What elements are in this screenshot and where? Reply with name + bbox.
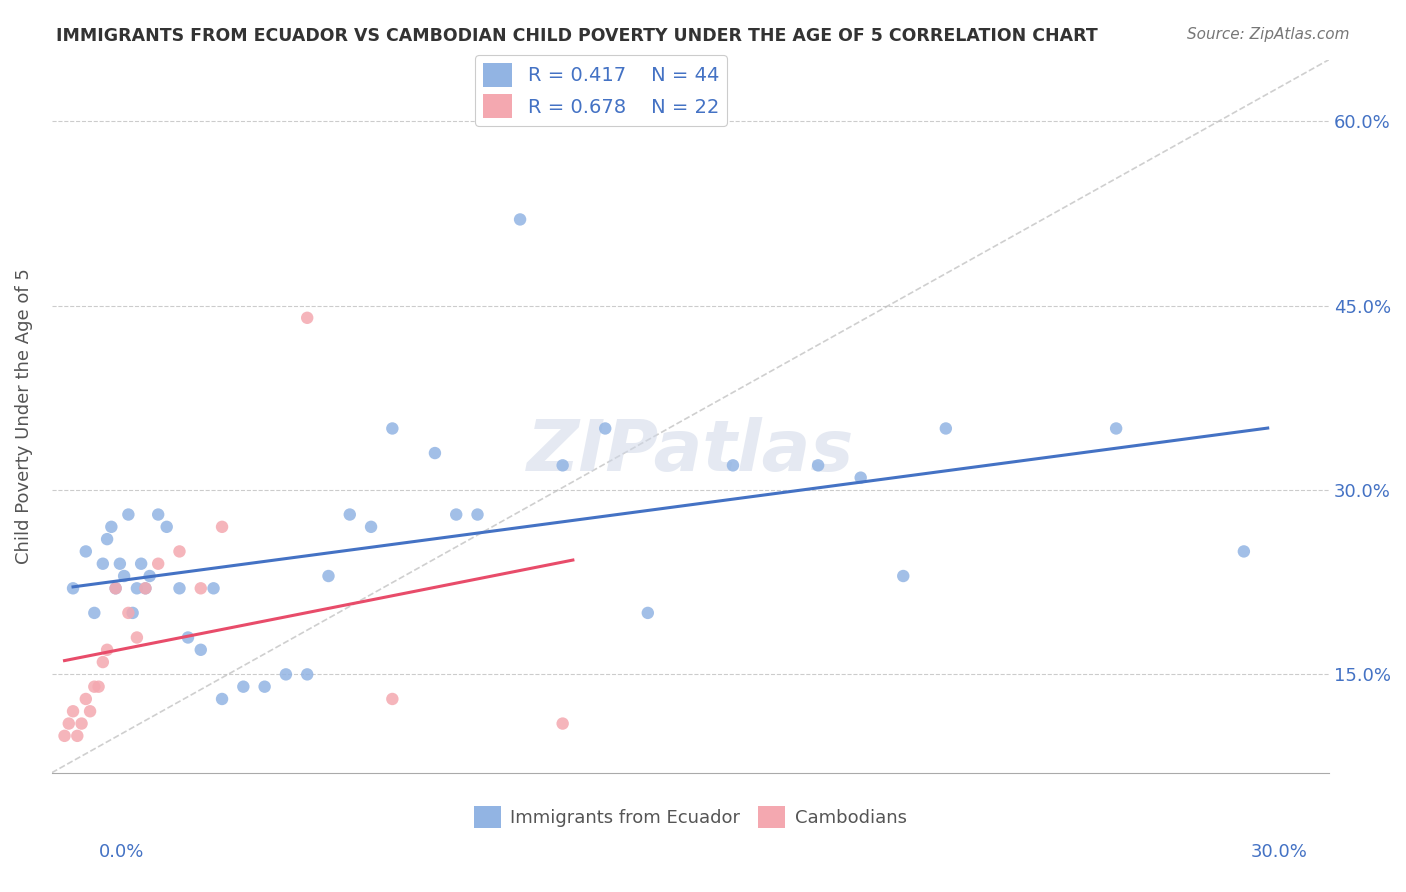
Point bbox=[117, 508, 139, 522]
Text: ZIPatlas: ZIPatlas bbox=[527, 417, 853, 486]
Point bbox=[75, 544, 97, 558]
Point bbox=[509, 212, 531, 227]
Point bbox=[125, 631, 148, 645]
Point bbox=[112, 569, 135, 583]
Point bbox=[108, 557, 131, 571]
Point bbox=[232, 680, 254, 694]
Text: IMMIGRANTS FROM ECUADOR VS CAMBODIAN CHILD POVERTY UNDER THE AGE OF 5 CORRELATIO: IMMIGRANTS FROM ECUADOR VS CAMBODIAN CHI… bbox=[56, 27, 1098, 45]
Point bbox=[125, 582, 148, 596]
Y-axis label: Child Poverty Under the Age of 5: Child Poverty Under the Age of 5 bbox=[15, 268, 32, 564]
Point bbox=[318, 569, 340, 583]
Point bbox=[104, 582, 127, 596]
Text: Source: ZipAtlas.com: Source: ZipAtlas.com bbox=[1187, 27, 1350, 42]
Point bbox=[96, 532, 118, 546]
Point bbox=[467, 508, 489, 522]
Point bbox=[148, 508, 170, 522]
Point bbox=[381, 692, 404, 706]
Point bbox=[129, 557, 152, 571]
Point bbox=[721, 458, 744, 473]
Point bbox=[91, 655, 114, 669]
Point bbox=[62, 704, 84, 718]
Point bbox=[637, 606, 659, 620]
Point bbox=[134, 582, 156, 596]
Point bbox=[551, 458, 574, 473]
Point bbox=[551, 716, 574, 731]
Text: 0.0%: 0.0% bbox=[98, 843, 143, 861]
Point bbox=[117, 606, 139, 620]
Point bbox=[274, 667, 297, 681]
Point bbox=[169, 544, 191, 558]
Point bbox=[211, 692, 233, 706]
Point bbox=[70, 716, 93, 731]
Point bbox=[177, 631, 200, 645]
Point bbox=[148, 557, 170, 571]
Point bbox=[100, 520, 122, 534]
Point bbox=[211, 520, 233, 534]
Point bbox=[339, 508, 361, 522]
Point bbox=[53, 729, 76, 743]
Point bbox=[91, 557, 114, 571]
Point bbox=[360, 520, 382, 534]
Point bbox=[66, 729, 89, 743]
Point bbox=[423, 446, 446, 460]
Point bbox=[190, 642, 212, 657]
Point bbox=[1233, 544, 1256, 558]
Point bbox=[202, 582, 225, 596]
Point bbox=[169, 582, 191, 596]
Point bbox=[253, 680, 276, 694]
Point bbox=[891, 569, 914, 583]
Point bbox=[58, 716, 80, 731]
Point bbox=[75, 692, 97, 706]
Point bbox=[83, 606, 105, 620]
Point bbox=[83, 680, 105, 694]
Point bbox=[138, 569, 160, 583]
Point bbox=[849, 470, 872, 484]
Text: 30.0%: 30.0% bbox=[1251, 843, 1308, 861]
Point bbox=[807, 458, 830, 473]
Point bbox=[295, 667, 318, 681]
Point bbox=[444, 508, 467, 522]
Point bbox=[79, 704, 101, 718]
Point bbox=[593, 421, 616, 435]
Point bbox=[96, 642, 118, 657]
Point bbox=[134, 582, 156, 596]
Legend: Immigrants from Ecuador, Cambodians: Immigrants from Ecuador, Cambodians bbox=[467, 798, 914, 835]
Point bbox=[62, 582, 84, 596]
Point bbox=[87, 680, 110, 694]
Point bbox=[190, 582, 212, 596]
Point bbox=[104, 582, 127, 596]
Point bbox=[1105, 421, 1128, 435]
Point bbox=[295, 310, 318, 325]
Point bbox=[381, 421, 404, 435]
Point bbox=[935, 421, 957, 435]
Point bbox=[121, 606, 143, 620]
Point bbox=[156, 520, 179, 534]
